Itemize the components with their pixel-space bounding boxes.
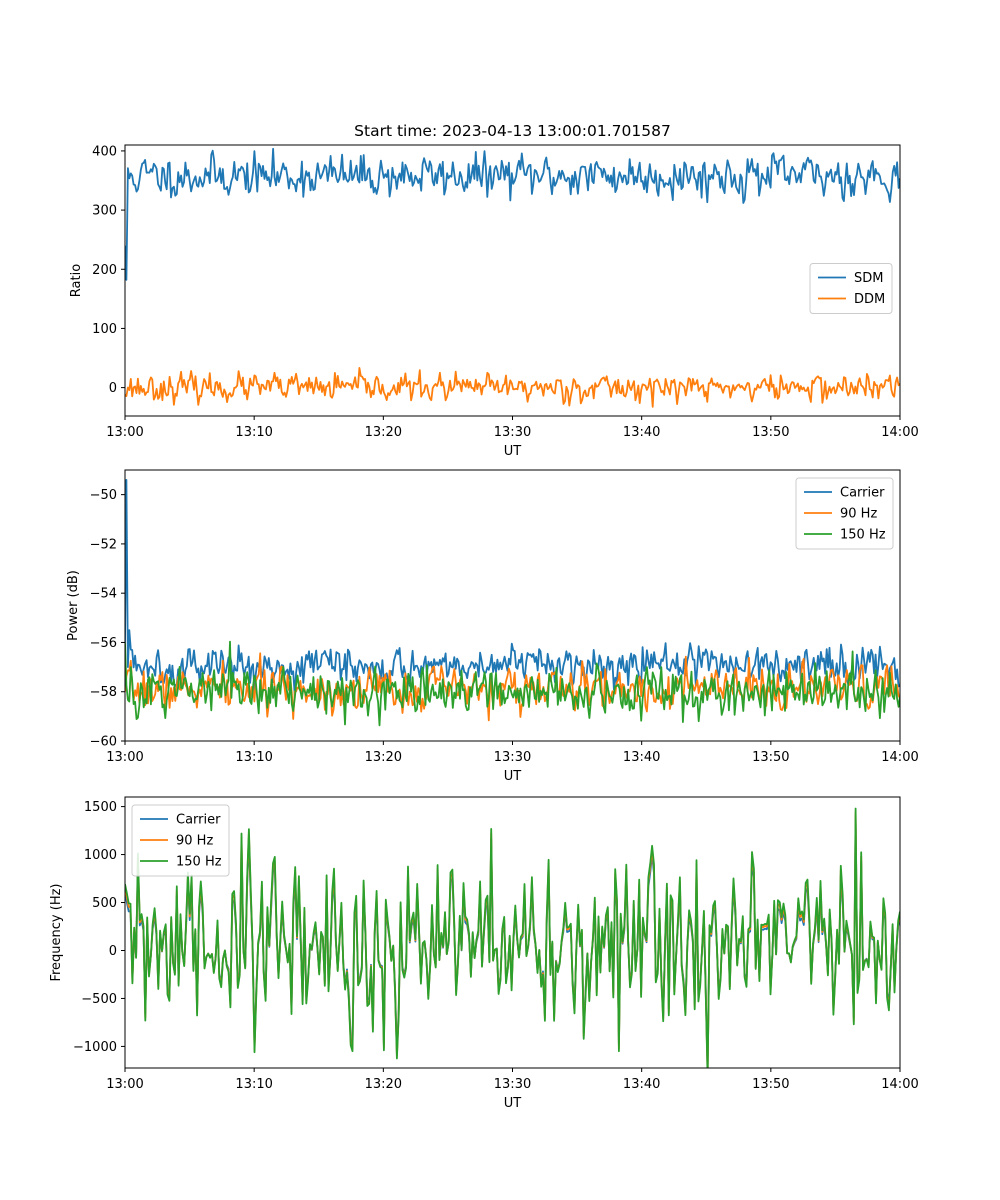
x-tick-label: 13:20 xyxy=(365,750,402,765)
legend-label: Carrier xyxy=(840,486,885,501)
y-axis-label: Power (dB) xyxy=(66,570,81,641)
y-tick-label: −56 xyxy=(90,636,117,651)
y-axis-label: Ratio xyxy=(69,264,84,297)
y-tick-label: 1000 xyxy=(84,848,117,863)
legend: Carrier 90 Hz 150 Hz xyxy=(795,477,894,550)
legend-label: 90 Hz xyxy=(840,507,877,522)
y-axis: −60 −58 −56 −54 −52 −50 Power (dB) xyxy=(66,488,125,750)
x-tick-label: 13:00 xyxy=(106,425,143,440)
series-line-carrier xyxy=(125,479,900,696)
x-axis-label: UT xyxy=(504,769,522,784)
x-tick-label: 14:00 xyxy=(881,750,918,765)
legend-box xyxy=(131,804,230,877)
x-tick-label: 13:40 xyxy=(623,750,660,765)
x-tick-label: 13:10 xyxy=(235,750,272,765)
legend-label: 150 Hz xyxy=(840,528,886,543)
y-tick-label: −54 xyxy=(90,587,117,602)
chart-panel-2: 13:00 13:10 13:20 13:30 13:40 13:50 14:00 UT −60… xyxy=(66,469,919,784)
y-tick-label: 500 xyxy=(92,896,117,911)
legend-label: SDM xyxy=(854,271,883,286)
y-tick-label: −500 xyxy=(81,992,117,1007)
y-tick-label: 100 xyxy=(92,322,117,337)
x-tick-label: 13:40 xyxy=(623,425,660,440)
y-axis-label: Frequency (Hz) xyxy=(49,883,64,981)
y-tick-label: −52 xyxy=(90,537,117,552)
legend: Carrier 90 Hz 150 Hz xyxy=(131,804,230,877)
x-tick-label: 13:40 xyxy=(623,1077,660,1092)
figure-title: Start time: 2023-04-13 13:00:01.701587 xyxy=(354,122,671,140)
x-tick-label: 14:00 xyxy=(881,1077,918,1092)
y-tick-label: 0 xyxy=(109,381,117,396)
x-axis: 13:00 13:10 13:20 13:30 13:40 13:50 14:00 UT xyxy=(106,1068,919,1111)
legend-box xyxy=(795,477,894,550)
chart-panel-3: 13:00 13:10 13:20 13:30 13:40 13:50 14:00 UT −10… xyxy=(49,796,919,1111)
x-tick-label: 14:00 xyxy=(881,425,918,440)
y-tick-label: 0 xyxy=(109,944,117,959)
x-axis-label: UT xyxy=(504,1096,522,1111)
y-tick-label: −58 xyxy=(90,685,117,700)
legend-label: DDM xyxy=(854,292,885,307)
series-line-150-hz xyxy=(125,807,900,1068)
series-line-ddm xyxy=(125,367,900,408)
x-tick-label: 13:30 xyxy=(494,750,531,765)
x-axis-label: UT xyxy=(504,444,522,459)
x-tick-label: 13:30 xyxy=(494,425,531,440)
y-tick-label: 300 xyxy=(92,204,117,219)
y-axis: −1000 −500 0 500 1000 1500 Frequency (Hz) xyxy=(49,800,125,1055)
x-tick-label: 13:30 xyxy=(494,1077,531,1092)
x-tick-label: 13:10 xyxy=(235,425,272,440)
x-tick-label: 13:00 xyxy=(106,750,143,765)
legend-label: 150 Hz xyxy=(176,855,222,870)
y-tick-label: 1500 xyxy=(84,800,117,815)
series-lines xyxy=(125,807,900,1068)
legend-box xyxy=(809,263,893,314)
y-tick-label: −50 xyxy=(90,488,117,503)
x-axis: 13:00 13:10 13:20 13:30 13:40 13:50 14:00 UT xyxy=(106,741,919,784)
y-tick-label: −1000 xyxy=(73,1040,117,1055)
y-axis: 0 100 200 300 400 Ratio xyxy=(69,144,125,396)
panels: 13:00 13:10 13:20 13:30 13:40 13:50 14:00 UT 0 10… xyxy=(49,144,919,1111)
x-tick-label: 13:10 xyxy=(235,1077,272,1092)
x-tick-label: 13:20 xyxy=(365,425,402,440)
y-tick-label: −60 xyxy=(90,735,117,750)
legend: SDM DDM xyxy=(809,263,893,314)
x-tick-label: 13:20 xyxy=(365,1077,402,1092)
x-tick-label: 13:50 xyxy=(752,750,789,765)
legend-label: Carrier xyxy=(176,813,221,828)
x-tick-label: 13:50 xyxy=(752,425,789,440)
chart-panel-1: 13:00 13:10 13:20 13:30 13:40 13:50 14:00 UT 0 10… xyxy=(69,144,919,459)
x-tick-label: 13:00 xyxy=(106,1077,143,1092)
series-line-150-hz xyxy=(125,640,900,727)
series-lines xyxy=(125,479,900,727)
x-axis: 13:00 13:10 13:20 13:30 13:40 13:50 14:00 UT xyxy=(106,416,919,459)
legend-label: 90 Hz xyxy=(176,834,213,849)
x-tick-label: 13:50 xyxy=(752,1077,789,1092)
series-lines xyxy=(125,147,900,408)
y-tick-label: 400 xyxy=(92,144,117,159)
series-line-sdm xyxy=(125,147,900,281)
y-tick-label: 200 xyxy=(92,263,117,278)
